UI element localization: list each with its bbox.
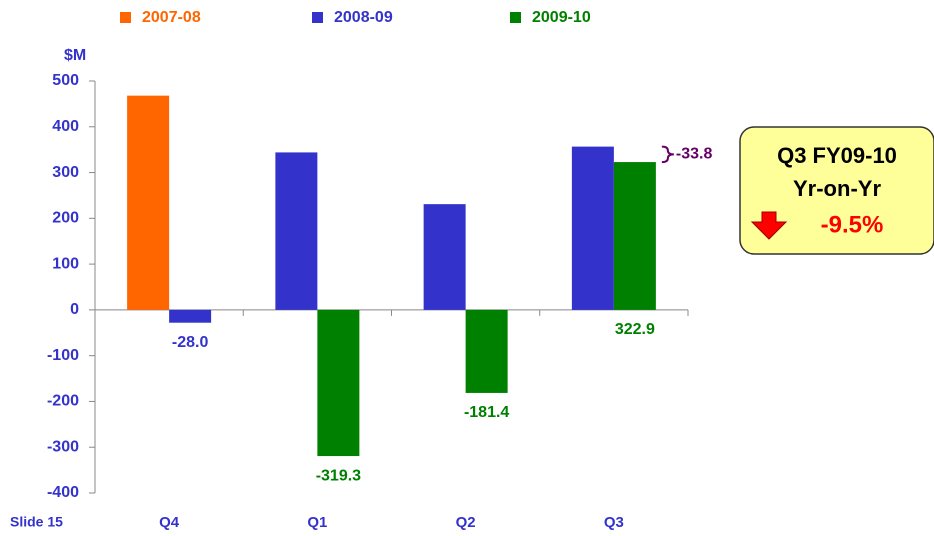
legend-swatch: [312, 12, 323, 23]
y-unit-label: $M: [64, 47, 86, 64]
x-tick-label: Q1: [307, 514, 327, 531]
legend-label: 2009-10: [532, 9, 591, 26]
legend-swatch: [510, 12, 521, 23]
y-tick-label: 400: [52, 118, 79, 135]
value-label: -28.0: [172, 334, 209, 351]
x-tick-label: Q2: [456, 514, 476, 531]
y-tick-label: 200: [52, 210, 79, 227]
y-tick-label: -200: [47, 393, 79, 410]
x-tick-label: Q3: [604, 514, 624, 531]
value-label: -319.3: [316, 467, 361, 484]
difference-bracket: [661, 145, 674, 164]
bar: [423, 204, 466, 310]
value-label: 322.9: [615, 321, 655, 338]
value-label: -181.4: [464, 404, 509, 421]
y-tick-label: -400: [47, 484, 79, 501]
y-tick-label: 100: [52, 255, 79, 272]
y-tick-label: 500: [52, 72, 79, 89]
bar: [169, 309, 212, 323]
difference-label: -33.8: [676, 146, 713, 163]
legend-label: 2008-09: [334, 9, 393, 26]
bar: [127, 95, 170, 310]
y-tick-label: -100: [47, 347, 79, 364]
y-tick-label: 0: [70, 301, 79, 318]
callout-subtitle: Yr-on-Yr: [793, 176, 881, 201]
callout-change: -9.5%: [821, 211, 884, 238]
callout: Q3 FY09-10 Yr-on-Yr -9.5%: [739, 126, 934, 255]
legend-swatch: [120, 12, 131, 23]
bar: [275, 152, 318, 310]
bar: [571, 146, 614, 310]
callout-title: Q3 FY09-10: [777, 143, 897, 168]
callout-box: [739, 126, 934, 255]
bar: [317, 309, 360, 457]
legend-label: 2007-08: [142, 9, 201, 26]
down-arrow: [750, 211, 788, 240]
x-tick-label: Q4: [159, 514, 180, 531]
y-tick-label: 300: [52, 164, 79, 181]
footer: Slide 15: [10, 514, 63, 530]
y-tick-label: -300: [47, 438, 79, 455]
bar: [613, 162, 656, 310]
bar: [465, 309, 508, 393]
